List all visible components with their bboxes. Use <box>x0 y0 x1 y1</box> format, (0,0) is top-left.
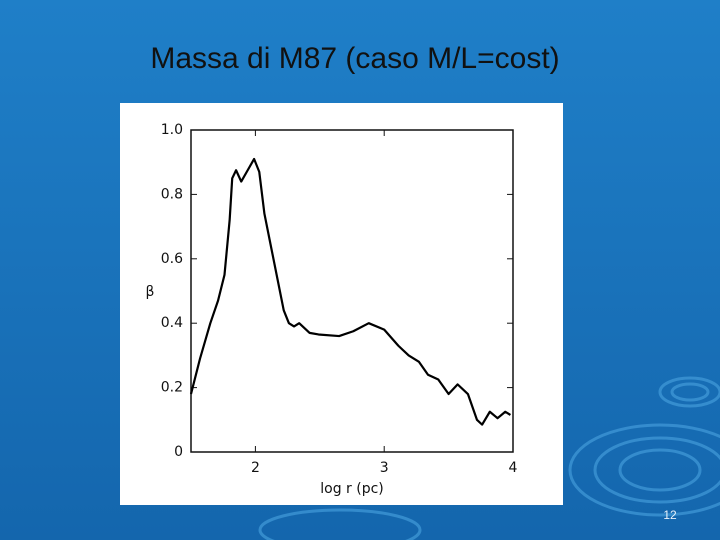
data-line <box>189 157 512 426</box>
y-tick-label: 1.0 <box>161 122 183 138</box>
y-axis-label: β <box>146 284 155 300</box>
x-tick-label: 4 <box>509 460 518 476</box>
slide-title: Massa di M87 (caso M/L=cost) <box>150 42 559 75</box>
y-tick-label: 0.4 <box>161 315 183 331</box>
y-tick-label: 0 <box>174 444 183 460</box>
chart-panel <box>120 103 563 505</box>
y-tick-label: 0.2 <box>161 380 183 396</box>
y-tick-label: 0.6 <box>161 251 183 267</box>
x-axis-label: log r (pc) <box>320 481 384 497</box>
y-tick-label: 0.8 <box>161 186 183 202</box>
ripples <box>258 376 720 540</box>
x-tick-label: 2 <box>251 460 260 476</box>
page-number: 12 <box>663 508 677 522</box>
chart: 0 0.2 0.4 0.6 0.8 1.0 2 3 4 log r (pc) β <box>146 122 518 497</box>
x-tick-label: 3 <box>380 460 389 476</box>
plot-frame <box>190 129 514 453</box>
